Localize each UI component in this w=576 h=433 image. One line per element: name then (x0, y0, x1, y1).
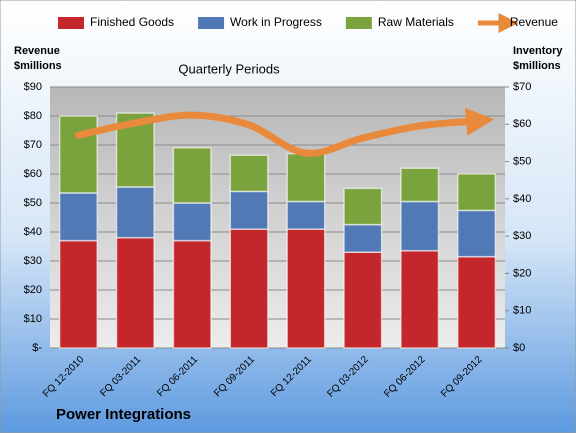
bar-segment (343, 187, 383, 226)
chart-title: Quarterly Periods (178, 61, 280, 76)
y-tick-label: $70 (24, 139, 42, 151)
y-tick-label: $80 (24, 110, 42, 122)
revenue-line (74, 107, 494, 157)
legend-label: Raw Materials (378, 15, 454, 29)
legend-swatch (58, 17, 84, 29)
bar-segment (286, 228, 326, 349)
y-tick-label: $40 (24, 226, 42, 238)
bar-segment (58, 192, 98, 242)
bar-segment (58, 115, 98, 194)
y-axis-label: $millions (14, 60, 62, 72)
bar-segment (229, 190, 269, 230)
y-tick-label: $50 (24, 197, 42, 209)
y2-tick-label: $0 (513, 342, 525, 354)
footer: Power Integrations (56, 406, 191, 423)
bar-segment (229, 154, 269, 193)
y2-tick-label: $20 (513, 267, 531, 279)
bar-segment (115, 236, 155, 349)
bar-segment (229, 228, 269, 349)
bar-segment (172, 239, 212, 349)
bar-segment (343, 251, 383, 349)
legend-entry: Work in Progress (198, 15, 322, 29)
bar-segment (172, 202, 212, 242)
y-tick-label: $20 (24, 284, 42, 296)
bar-segment (286, 152, 326, 203)
legend-swatch (345, 17, 372, 29)
legend-label: Finished Goods (90, 15, 174, 29)
y2-tick-label: $40 (513, 193, 531, 205)
legend-swatch (198, 17, 225, 29)
bar-segment (457, 209, 497, 258)
y-tick-label: $30 (24, 255, 42, 267)
legend-label: Work in Progress (230, 15, 322, 29)
y2-tick-label: $50 (513, 155, 531, 167)
y-tick-label: $60 (24, 168, 42, 180)
bar-segment (457, 173, 497, 212)
bar-segment (286, 200, 326, 230)
bar-segment (172, 147, 212, 204)
y2-axis-label: $millions (513, 60, 561, 72)
bar-segment (400, 167, 440, 203)
legend-entry: Revenue (477, 13, 558, 33)
legend-entry: Finished Goods (58, 15, 174, 29)
y-tick-label: $90 (24, 81, 42, 93)
y2-axis-label: Inventory (513, 45, 563, 57)
y-tick-label: $- (32, 342, 42, 354)
y-axis-label: Revenue (14, 45, 60, 57)
y2-tick-label: $10 (513, 305, 531, 317)
legend-entry: Raw Materials (345, 15, 454, 29)
y2-tick-label: $30 (513, 230, 531, 242)
y-tick-label: $10 (24, 313, 42, 325)
bar-segment (343, 223, 383, 253)
y2-tick-label: $60 (513, 118, 531, 130)
bar-segment (115, 186, 155, 239)
bar-segment (400, 200, 440, 252)
legend-label: Revenue (510, 15, 558, 29)
bar-segment (58, 239, 98, 349)
bar-segment (400, 249, 440, 349)
bar-segment (457, 255, 497, 349)
y2-tick-label: $70 (513, 81, 531, 93)
